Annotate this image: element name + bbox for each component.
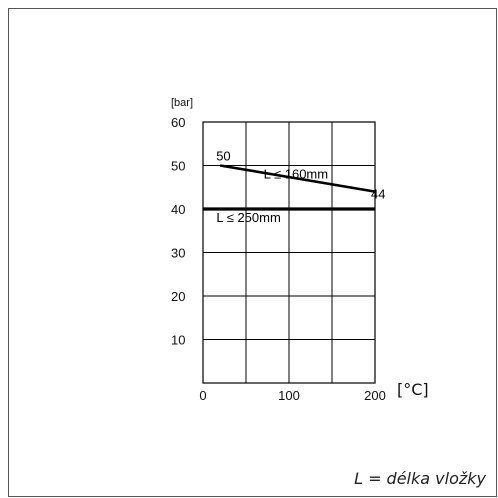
y-tick-label: 50 bbox=[171, 159, 185, 174]
y-tick-label: 30 bbox=[171, 246, 185, 261]
y-tick-label: 60 bbox=[171, 115, 185, 130]
y-tick-label: 20 bbox=[171, 289, 185, 304]
y-tick-label: 40 bbox=[171, 202, 185, 217]
pressure-temperature-chart: 10 20 30 40 50 60 0 100 200 [bar] [°C] L ≤ 160mm L ≤… bbox=[171, 97, 429, 403]
figure-frame: 10 20 30 40 50 60 0 100 200 [bar] [°C] L ≤ 160mm L ≤… bbox=[8, 8, 497, 497]
series-line bbox=[219, 164, 376, 193]
series-label: L ≤ 160mm bbox=[264, 166, 328, 181]
x-tick-label: 0 bbox=[199, 388, 206, 403]
value-annotation: 44 bbox=[371, 187, 385, 202]
footnote: L = délka vložky bbox=[354, 469, 486, 488]
y-axis-unit-label: [bar] bbox=[171, 97, 193, 109]
x-axis-unit-label: [°C] bbox=[397, 380, 429, 399]
x-tick-label: 200 bbox=[364, 388, 386, 403]
y-tick-label: 10 bbox=[171, 333, 185, 348]
series-label: L ≤ 250mm bbox=[216, 210, 280, 225]
value-annotation: 50 bbox=[216, 149, 230, 164]
x-tick-label: 100 bbox=[278, 388, 300, 403]
